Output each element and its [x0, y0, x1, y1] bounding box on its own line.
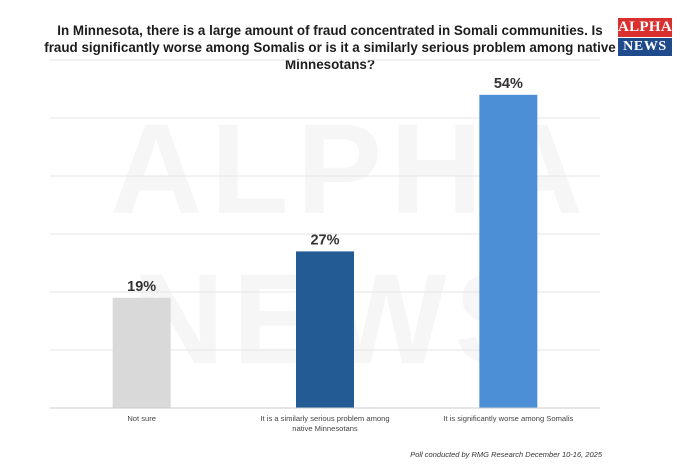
- bar-2: [296, 251, 354, 408]
- data-label-1: 19%: [127, 279, 156, 295]
- category-label-3: It is significantly worse among Somalis: [443, 414, 573, 423]
- category-label-1: Not sure: [127, 414, 156, 423]
- footer-note: Poll conducted by RMG Research December …: [410, 450, 602, 459]
- chart-title: In Minnesota, there is a large amount of…: [44, 23, 616, 72]
- category-labels: Not sure It is a similarly serious proble…: [127, 414, 573, 433]
- data-label-2: 27%: [310, 232, 339, 248]
- logo-line1: ALPHA: [618, 18, 672, 37]
- bar-1: [112, 297, 171, 408]
- data-label-3: 54%: [494, 76, 523, 92]
- data-labels: 19% 27% 54%: [127, 76, 523, 295]
- category-label-2: It is a similarly serious problem among n…: [260, 414, 389, 433]
- logo-line2: NEWS: [618, 38, 672, 56]
- alpha-news-logo: ALPHA NEWS: [618, 18, 672, 56]
- bar-3: [479, 94, 538, 409]
- bars: [112, 94, 538, 409]
